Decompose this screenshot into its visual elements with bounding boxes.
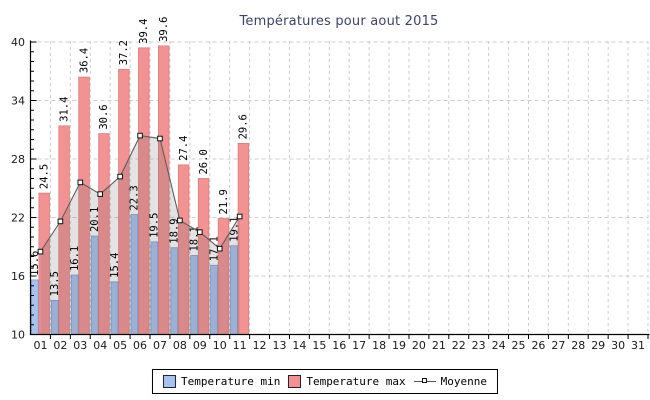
x-axis-label-05: 05 [113, 339, 127, 352]
chart-title: Températures pour aout 2015 [239, 14, 439, 29]
moyenne-marker-day-04 [97, 191, 104, 197]
x-axis-label-26: 26 [531, 339, 545, 352]
legend-swatch-min-icon [162, 375, 176, 388]
moyenne-marker-day-03 [77, 179, 84, 186]
x-axis-label-17: 17 [352, 339, 366, 352]
legend-item-moyenne: Moyenne [413, 375, 488, 388]
x-axis-label-25: 25 [512, 339, 526, 352]
legend: Temperature min Temperature max Moyenne [151, 369, 499, 394]
moyenne-marker-icon [413, 376, 436, 387]
y-axis-label-40: 40 [11, 36, 25, 49]
x-axis-label-12: 12 [253, 339, 267, 352]
moyenne-marker-day-08 [177, 217, 183, 224]
bar-label-max-02: 31.4 [58, 97, 70, 122]
x-axis-label-04: 04 [93, 339, 107, 352]
x-axis-label-07: 07 [153, 339, 167, 352]
bar-label-min-08: 18.9 [169, 218, 181, 243]
moyenne-area [40, 135, 240, 335]
y-axis-label-22: 22 [11, 212, 25, 225]
moyenne-marker-day-01 [37, 248, 44, 255]
legend-label-max: Temperature max [306, 375, 406, 388]
x-axis-label-19: 19 [392, 339, 406, 352]
x-axis-label-06: 06 [133, 339, 147, 352]
bar-label-max-10: 21.9 [218, 189, 230, 214]
moyenne-marker-day-10 [216, 245, 223, 252]
x-axis-label-03: 03 [73, 339, 87, 352]
x-axis-label-08: 08 [173, 339, 187, 352]
bar-label-min-02: 13.5 [49, 271, 61, 296]
moyenne-marker-day-05 [117, 173, 123, 180]
y-axis-label-10: 10 [11, 329, 25, 342]
x-axis-label-15: 15 [312, 339, 326, 352]
x-axis-label-21: 21 [432, 339, 446, 352]
bar-label-max-08: 27.4 [178, 136, 190, 161]
x-axis-label-28: 28 [571, 339, 585, 352]
moyenne-marker-day-09 [197, 229, 203, 235]
x-axis-label-20: 20 [412, 339, 426, 352]
legend-label-moyenne: Moyenne [440, 375, 488, 388]
bar-label-max-04: 30.6 [98, 104, 110, 129]
bar-label-max-06: 39.4 [138, 19, 150, 44]
legend-item-max: Temperature max [288, 375, 406, 388]
bar-label-max-11: 29.6 [238, 114, 250, 139]
bar-label-min-04: 20.1 [89, 207, 101, 232]
bar-label-min-05: 15.4 [109, 253, 121, 278]
legend-item-min: Temperature min [162, 375, 281, 388]
bar-label-min-07: 19.5 [149, 213, 161, 238]
bar-label-max-05: 37.2 [118, 40, 130, 65]
x-axis-label-13: 13 [272, 339, 286, 352]
x-axis-label-29: 29 [591, 339, 605, 352]
x-axis-label-22: 22 [452, 339, 466, 352]
bar-label-min-03: 16.1 [69, 246, 81, 271]
x-axis-label-01: 01 [33, 339, 47, 352]
x-axis-label-11: 11 [233, 339, 247, 352]
bar-label-max-03: 36.4 [78, 48, 90, 73]
moyenne-marker-day-02 [57, 218, 64, 225]
bar-min-day-01 [30, 279, 39, 335]
bar-label-min-11: 19.1 [228, 216, 240, 241]
moyenne-marker-day-11 [236, 213, 243, 220]
x-axis-label-18: 18 [372, 339, 386, 352]
bar-label-min-01: 15.6 [29, 251, 41, 276]
x-axis-label-27: 27 [551, 339, 565, 352]
x-axis-label-24: 24 [492, 339, 506, 352]
bar-label-min-06: 22.3 [129, 185, 141, 210]
x-axis-label-02: 02 [53, 339, 67, 352]
x-axis-label-23: 23 [472, 339, 486, 352]
moyenne-marker-day-06 [137, 132, 143, 139]
x-axis-label-14: 14 [292, 339, 306, 352]
x-axis-label-10: 10 [213, 339, 227, 352]
x-axis-label-31: 31 [631, 339, 645, 352]
y-axis-label-16: 16 [11, 270, 25, 283]
legend-label-min: Temperature min [180, 375, 281, 388]
legend-swatch-max-icon [288, 375, 302, 388]
x-axis-label-16: 16 [332, 339, 346, 352]
moyenne-marker-day-07 [157, 135, 163, 142]
bar-label-max-01: 24.5 [39, 164, 51, 189]
y-axis-label-34: 34 [11, 95, 25, 108]
y-axis-label-28: 28 [11, 153, 25, 166]
bar-label-max-09: 26.0 [198, 149, 210, 174]
x-axis-label-30: 30 [611, 339, 625, 352]
x-axis-label-09: 09 [193, 339, 207, 352]
bar-label-max-07: 39.6 [158, 17, 170, 42]
